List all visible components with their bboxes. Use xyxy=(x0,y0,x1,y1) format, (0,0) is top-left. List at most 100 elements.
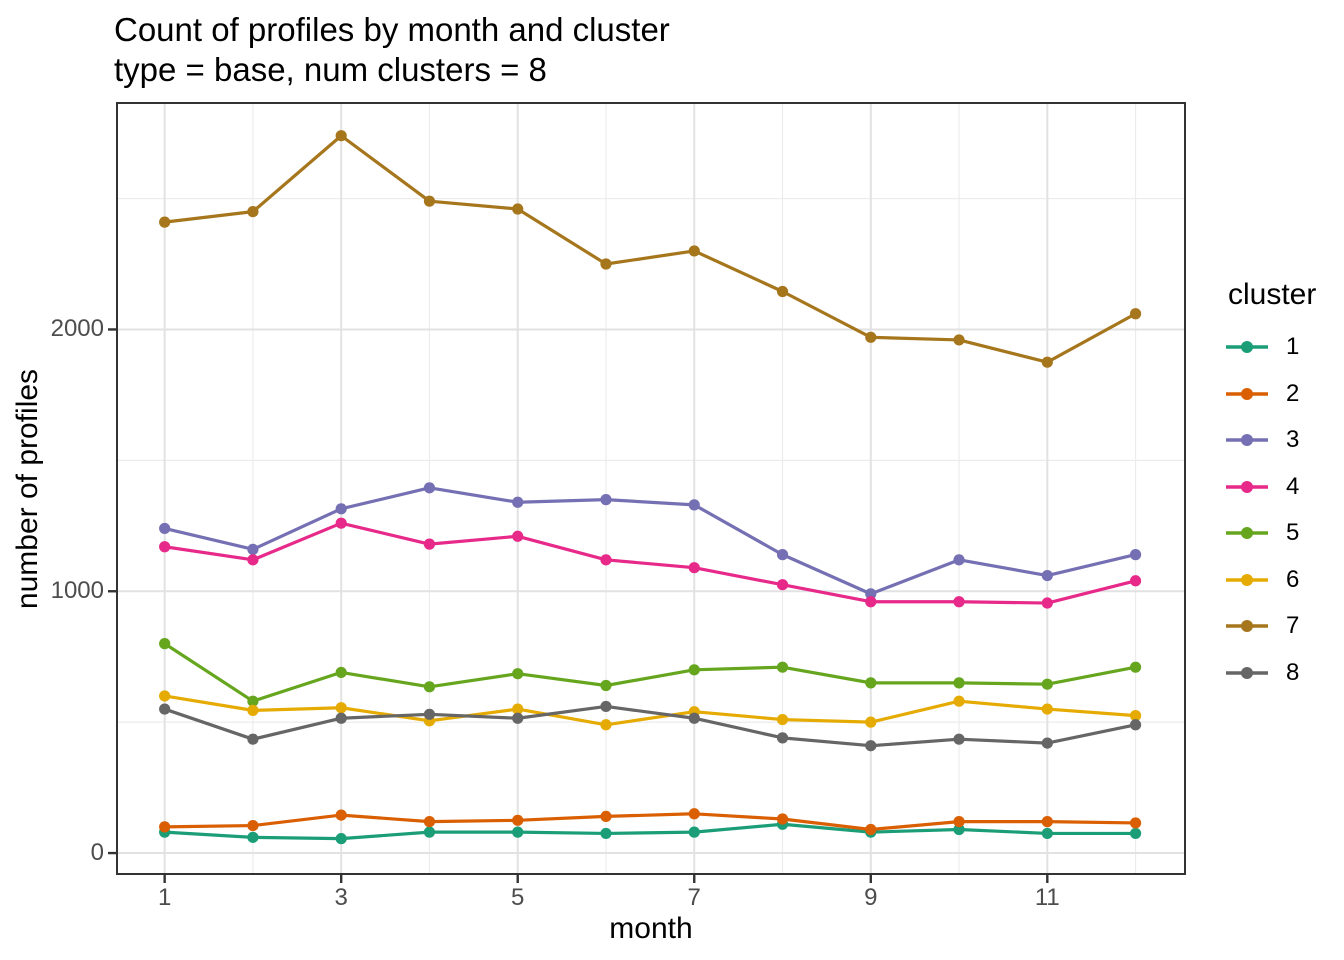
legend-item-label: 6 xyxy=(1286,565,1300,593)
legend-key-icon xyxy=(1226,387,1268,400)
legend-key-icon xyxy=(1226,480,1268,493)
plot-subtitle: type = base, num clusters = 8 xyxy=(114,51,547,88)
legend-item-cluster-7: 7 xyxy=(1222,612,1299,640)
data-point-cluster-1 xyxy=(600,827,612,840)
data-point-cluster-1 xyxy=(688,826,700,838)
data-point-cluster-2 xyxy=(512,814,524,826)
legend-item-cluster-3: 3 xyxy=(1222,426,1299,454)
data-point-cluster-3 xyxy=(865,588,877,600)
data-point-cluster-3 xyxy=(335,503,347,515)
data-point-cluster-6 xyxy=(600,719,612,731)
data-point-cluster-7 xyxy=(776,285,789,298)
series-line-cluster-5 xyxy=(163,642,1138,703)
legend-item-cluster-2: 2 xyxy=(1222,380,1299,408)
data-point-cluster-8 xyxy=(953,733,965,745)
x-tick-label: 1 xyxy=(157,884,172,911)
data-point-cluster-7 xyxy=(953,334,965,346)
data-point-cluster-6 xyxy=(247,704,259,716)
data-point-cluster-5 xyxy=(600,679,612,692)
data-point-cluster-1 xyxy=(335,833,347,845)
data-point-cluster-7 xyxy=(1129,308,1142,320)
data-point-cluster-3 xyxy=(247,543,259,555)
x-tick-label: 3 xyxy=(334,884,348,911)
data-point-cluster-8 xyxy=(776,732,789,744)
data-point-cluster-4 xyxy=(776,579,789,591)
data-point-cluster-2 xyxy=(953,816,965,828)
legend-item-label: 2 xyxy=(1286,379,1300,407)
x-tick-label: 5 xyxy=(511,884,525,911)
data-point-cluster-8 xyxy=(865,740,877,752)
data-point-cluster-2 xyxy=(865,823,877,836)
x-tick-label: 7 xyxy=(687,884,701,911)
y-tick-label: 2000 xyxy=(50,315,104,343)
data-point-cluster-5 xyxy=(423,681,436,693)
data-point-cluster-8 xyxy=(159,703,171,715)
data-point-cluster-3 xyxy=(1041,569,1053,582)
data-point-cluster-4 xyxy=(1129,575,1142,587)
legend-item-cluster-4: 4 xyxy=(1222,473,1299,501)
legend-item-label: 4 xyxy=(1286,472,1300,500)
data-point-cluster-8 xyxy=(512,712,524,724)
data-point-cluster-4 xyxy=(512,530,524,542)
data-point-cluster-5 xyxy=(865,677,877,689)
data-point-cluster-8 xyxy=(600,700,612,713)
legend-item-label: 3 xyxy=(1286,426,1300,453)
plot-title: Count of profiles by month and cluster xyxy=(114,11,670,48)
legend-item-cluster-6: 6 xyxy=(1222,566,1299,594)
data-point-cluster-2 xyxy=(423,816,436,828)
data-point-cluster-4 xyxy=(159,541,171,553)
data-point-cluster-7 xyxy=(688,245,700,257)
data-point-cluster-2 xyxy=(159,821,171,833)
x-tick-label: 9 xyxy=(864,884,878,911)
data-point-cluster-5 xyxy=(159,638,171,650)
data-point-cluster-2 xyxy=(600,810,612,823)
x-tick-label: 11 xyxy=(1034,884,1060,911)
data-point-cluster-3 xyxy=(953,554,965,566)
data-point-cluster-3 xyxy=(423,482,436,494)
data-point-cluster-5 xyxy=(1041,678,1053,690)
data-point-cluster-5 xyxy=(953,677,965,689)
data-point-cluster-1 xyxy=(1041,827,1053,840)
legend-key-icon xyxy=(1226,341,1268,353)
data-point-cluster-7 xyxy=(335,130,347,142)
data-point-cluster-7 xyxy=(512,203,524,215)
data-point-cluster-3 xyxy=(600,494,612,506)
data-point-cluster-7 xyxy=(247,206,259,218)
panel-border xyxy=(116,102,1186,875)
data-point-cluster-1 xyxy=(512,826,524,838)
data-point-cluster-2 xyxy=(688,808,700,820)
data-point-cluster-4 xyxy=(865,596,877,608)
legend-key-icon xyxy=(1226,434,1268,446)
data-point-cluster-5 xyxy=(1129,661,1142,673)
data-point-cluster-4 xyxy=(335,517,347,529)
data-point-cluster-1 xyxy=(247,831,259,843)
data-point-cluster-3 xyxy=(776,549,789,561)
data-point-cluster-6 xyxy=(1129,710,1142,722)
series-line-cluster-6 xyxy=(163,694,1138,727)
data-point-cluster-2 xyxy=(335,809,347,821)
data-point-cluster-8 xyxy=(247,733,259,745)
legend-item-label: 7 xyxy=(1286,612,1300,639)
data-point-cluster-6 xyxy=(1041,703,1053,715)
data-point-cluster-2 xyxy=(1041,816,1053,828)
data-point-cluster-5 xyxy=(688,664,700,676)
series-line-cluster-8 xyxy=(163,704,1138,748)
data-point-cluster-8 xyxy=(335,712,347,724)
legend-item-cluster-8: 8 xyxy=(1222,659,1299,687)
data-point-cluster-8 xyxy=(423,708,436,720)
data-point-cluster-4 xyxy=(953,596,965,608)
data-point-cluster-6 xyxy=(159,690,171,702)
series-line-cluster-4 xyxy=(163,521,1138,605)
data-point-cluster-5 xyxy=(512,668,524,680)
data-point-cluster-6 xyxy=(865,716,877,728)
data-point-cluster-4 xyxy=(1041,597,1053,609)
data-point-cluster-7 xyxy=(159,216,171,228)
y-tick-label: 0 xyxy=(90,839,104,867)
data-point-cluster-3 xyxy=(1129,549,1142,561)
series-line-cluster-3 xyxy=(163,486,1138,596)
data-point-cluster-4 xyxy=(247,554,259,566)
x-axis-title: month xyxy=(609,912,693,945)
data-point-cluster-7 xyxy=(423,195,436,207)
y-axis-title: number of profiles xyxy=(11,368,44,610)
